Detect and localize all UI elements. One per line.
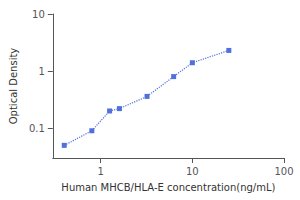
svg-text:Human MHCB/HLA-E concentration: Human MHCB/HLA-E concentration(ng/mL): [61, 182, 275, 193]
svg-text:1: 1: [98, 166, 104, 177]
svg-text:10: 10: [32, 9, 45, 20]
svg-text:0.1: 0.1: [29, 123, 45, 134]
svg-text:100: 100: [274, 166, 293, 177]
svg-text:1: 1: [38, 66, 44, 77]
svg-text:Optical Density: Optical Density: [8, 48, 19, 125]
svg-text:10: 10: [186, 166, 199, 177]
